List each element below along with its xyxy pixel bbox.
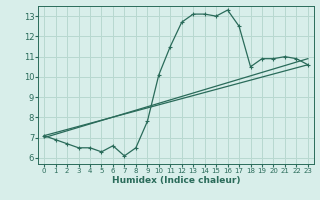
X-axis label: Humidex (Indice chaleur): Humidex (Indice chaleur)	[112, 176, 240, 185]
